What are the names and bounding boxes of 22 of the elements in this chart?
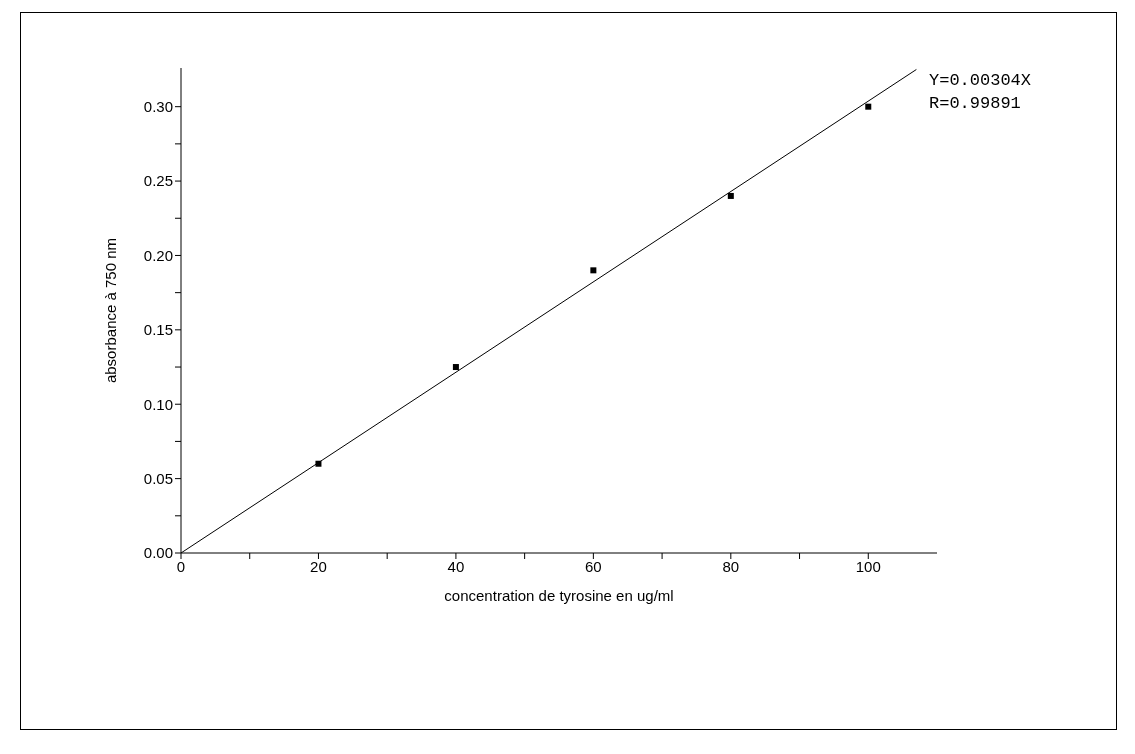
y-tick-label: 0.20 xyxy=(143,246,173,264)
x-tick-label: 100 xyxy=(855,557,881,575)
annotation: R=0.99891 xyxy=(929,94,1021,113)
point xyxy=(452,364,459,371)
x-tick-label: 0 xyxy=(176,557,186,575)
x-axis-title: concentration de tyrosine en ug/ml xyxy=(444,587,674,604)
x-tick-label: 60 xyxy=(585,557,602,575)
y-tick-label: 0.10 xyxy=(143,395,173,413)
point xyxy=(590,267,597,274)
annotation: Y=0.00304X xyxy=(929,71,1032,90)
point xyxy=(727,192,734,199)
y-tick-label: 0.15 xyxy=(143,321,173,339)
y-axis-title: absorbance à 750 nm xyxy=(102,237,120,384)
x-tick-label: 80 xyxy=(722,557,740,575)
point xyxy=(315,460,322,467)
y-tick-label: 0.00 xyxy=(143,544,173,562)
x-tick-label: 40 xyxy=(447,557,465,575)
x-tick-label: 20 xyxy=(310,557,327,575)
y-tick-label: 0.30 xyxy=(143,98,173,116)
point xyxy=(865,103,872,110)
y-tick-label: 0.25 xyxy=(143,172,173,190)
y-tick-label: 0.05 xyxy=(143,469,173,487)
